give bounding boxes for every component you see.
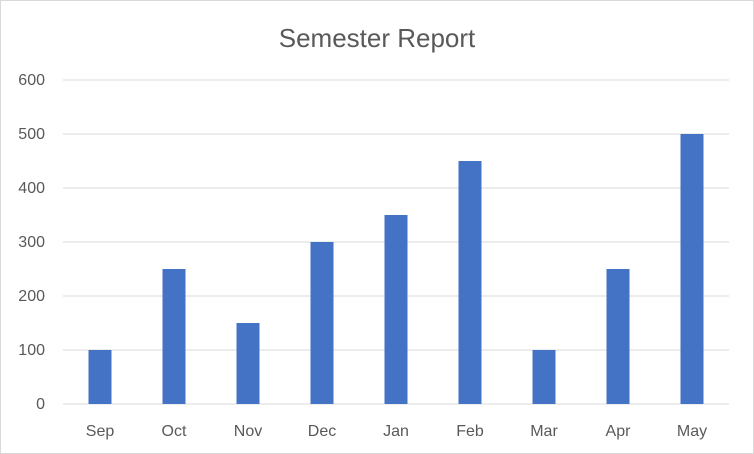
bar-mar <box>532 350 556 404</box>
x-tick-label-jan: Jan <box>383 423 409 440</box>
x-tick-label-dec: Dec <box>308 423 336 440</box>
x-tick-label-oct: Oct <box>162 423 187 440</box>
chart-title: Semester Report <box>278 23 476 53</box>
bar-dec <box>310 242 334 404</box>
bar-nov <box>236 323 260 404</box>
bar-apr <box>606 269 630 404</box>
x-axis-tick-labels: Sep Oct Nov Dec Jan Feb Mar Apr May <box>86 423 707 440</box>
y-tick-label: 200 <box>18 288 45 305</box>
bar-feb <box>458 161 482 404</box>
x-tick-label-mar: Mar <box>530 423 558 440</box>
bars <box>88 134 704 404</box>
x-tick-label-sep: Sep <box>86 423 115 440</box>
y-tick-label: 300 <box>18 234 45 251</box>
y-tick-label: 600 <box>18 72 45 89</box>
y-tick-label: 400 <box>18 180 45 197</box>
bar-may <box>680 134 704 404</box>
y-axis-tick-labels: 0 100 200 300 400 500 600 <box>18 72 45 413</box>
bar-oct <box>162 269 186 404</box>
x-tick-label-apr: Apr <box>606 423 632 440</box>
y-tick-label: 100 <box>18 342 45 359</box>
y-tick-label: 500 <box>18 126 45 143</box>
x-tick-label-may: May <box>677 423 707 440</box>
x-tick-label-nov: Nov <box>234 423 262 440</box>
x-tick-label-feb: Feb <box>456 423 484 440</box>
bar-jan <box>384 215 408 404</box>
bar-sep <box>88 350 112 404</box>
y-tick-label: 0 <box>36 396 45 413</box>
